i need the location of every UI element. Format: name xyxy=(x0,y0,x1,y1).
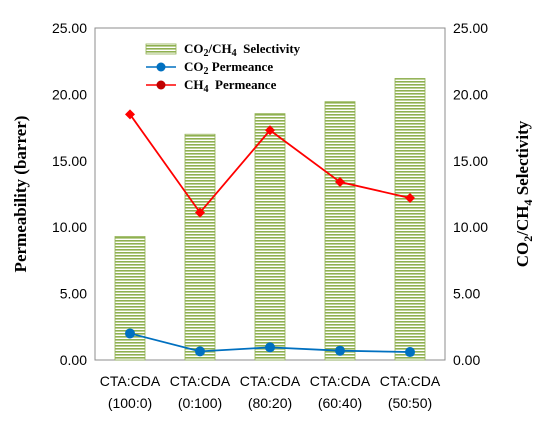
point-diamond-3 xyxy=(335,177,345,188)
x-tick-label: (0:100) xyxy=(178,395,222,411)
left-tick-label: 10.00 xyxy=(52,219,87,235)
bar-selectivity-2 xyxy=(254,113,286,361)
legend: CO2/CH4 Selectivity CO2 Permeance CH4 Pe… xyxy=(145,41,301,95)
bar-series xyxy=(114,78,426,361)
left-tick-label: 0.00 xyxy=(60,352,87,368)
bar-selectivity-4 xyxy=(394,78,426,361)
left-tick-label: 5.00 xyxy=(60,286,87,302)
point-circle-2 xyxy=(265,342,275,353)
bar-selectivity-3 xyxy=(324,101,356,361)
left-tick-label: 25.00 xyxy=(52,20,87,36)
x-tick-label: CTA:CDA xyxy=(240,373,301,389)
left-axis-title: Permeability (barrer) xyxy=(11,116,30,273)
x-tick-label: (50:50) xyxy=(388,395,432,411)
right-tick-label: 20.00 xyxy=(453,86,488,102)
legend-label-selectivity: CO2/CH4 Selectivity xyxy=(184,41,301,59)
right-tick-label: 5.00 xyxy=(453,286,480,302)
legend-marker-ch4 xyxy=(156,80,166,90)
point-diamond-0 xyxy=(125,109,135,120)
right-tick-label: 0.00 xyxy=(453,352,480,368)
point-circle-0 xyxy=(125,328,135,339)
x-tick-label: CTA:CDA xyxy=(380,373,441,389)
right-tick-label: 10.00 xyxy=(453,219,488,235)
legend-label-co2: CO2 Permeance xyxy=(184,59,273,77)
x-tick-label: (100:0) xyxy=(108,395,152,411)
x-tick-label: CTA:CDA xyxy=(170,373,231,389)
legend-marker-co2 xyxy=(156,62,166,72)
point-diamond-4 xyxy=(405,192,415,203)
x-tick-label: CTA:CDA xyxy=(100,373,161,389)
right-axis-ticks: 0.00 5.00 10.00 15.00 20.00 25.00 xyxy=(453,20,488,368)
x-axis-ticks: CTA:CDA (100:0) CTA:CDA (0:100) CTA:CDA (80:2… xyxy=(100,373,441,411)
right-axis-title: CO2/CH4 Selectivity xyxy=(513,120,535,267)
left-tick-label: 20.00 xyxy=(52,86,87,102)
x-tick-label: CTA:CDA xyxy=(310,373,371,389)
left-tick-label: 15.00 xyxy=(52,153,87,169)
bar-selectivity-1 xyxy=(184,133,216,361)
legend-swatch-selectivity xyxy=(145,43,177,55)
x-tick-label: (80:20) xyxy=(248,395,292,411)
point-diamond-1 xyxy=(195,207,205,218)
point-diamond-2 xyxy=(265,125,275,136)
point-circle-3 xyxy=(335,345,345,356)
left-axis-ticks: 0.00 5.00 10.00 15.00 20.00 25.00 xyxy=(52,20,87,368)
right-tick-label: 15.00 xyxy=(453,153,488,169)
legend-label-ch4: CH4 Permeance xyxy=(184,77,277,95)
x-tick-label: (60:40) xyxy=(318,395,362,411)
right-tick-label: 25.00 xyxy=(453,20,488,36)
bar-selectivity-0 xyxy=(114,236,146,361)
point-circle-1 xyxy=(195,346,205,357)
line-series xyxy=(125,109,415,358)
point-circle-4 xyxy=(405,347,415,358)
